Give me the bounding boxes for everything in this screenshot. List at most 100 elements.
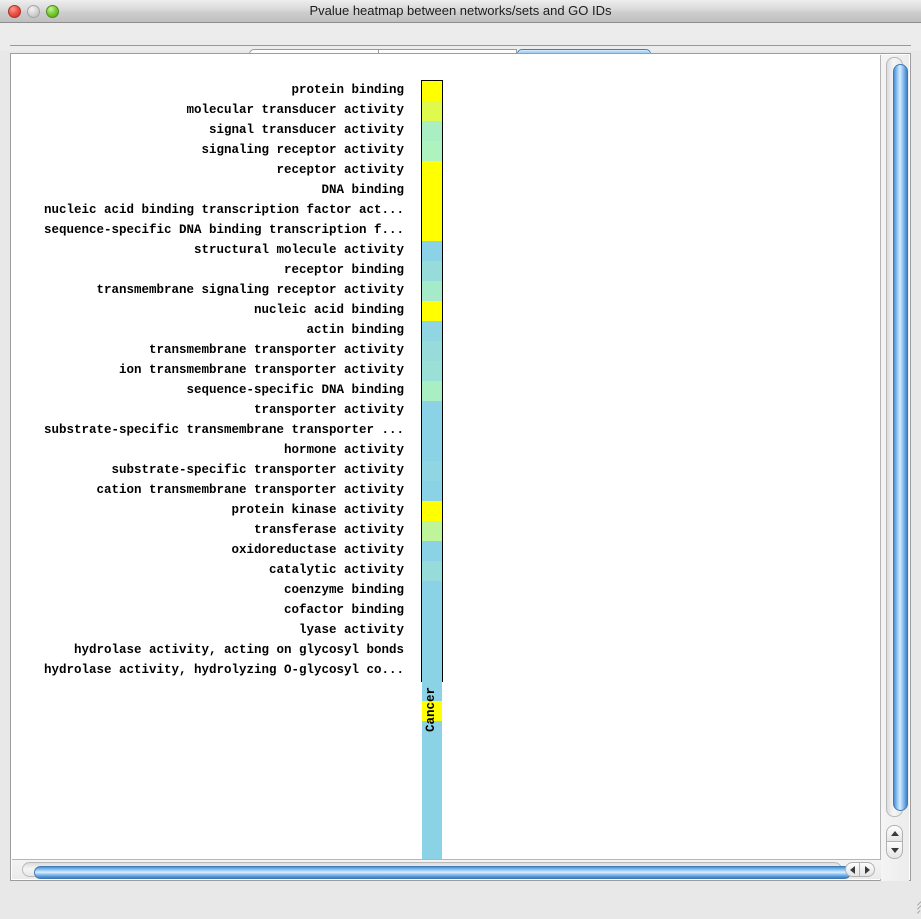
row-label: hormone activity [283, 443, 404, 457]
row-label: transferase activity [253, 523, 404, 537]
resize-grip[interactable] [904, 897, 921, 918]
vertical-scrollbar-thumb[interactable] [893, 64, 908, 811]
row-label: protein binding [291, 83, 404, 97]
heatmap-row [422, 141, 442, 601]
heatmap-cell[interactable] [422, 141, 442, 161]
heatmap-cell[interactable] [422, 241, 442, 261]
heatmap-cell[interactable] [422, 301, 442, 321]
tab-separator-line [10, 45, 911, 46]
heatmap-cell[interactable] [422, 501, 442, 521]
heatmap-cell[interactable] [422, 481, 442, 501]
scroll-down-button[interactable] [886, 842, 903, 859]
row-label: sequence-specific DNA binding [186, 383, 404, 397]
heatmap-row [422, 321, 442, 781]
heatmap-cell[interactable] [422, 181, 442, 201]
heatmap-cell[interactable] [422, 561, 442, 581]
row-label: protein kinase activity [231, 503, 404, 517]
heatmap-cell[interactable] [422, 601, 442, 621]
column-label-text: Cancer [424, 687, 438, 733]
heatmap-cell[interactable] [422, 101, 442, 121]
heatmap-row [422, 581, 442, 860]
heatmap-cell[interactable] [422, 581, 442, 601]
heatmap-row [422, 381, 442, 841]
row-label: transmembrane transporter activity [148, 343, 404, 357]
heatmap-cell[interactable] [422, 161, 442, 181]
row-label: sequence-specific DNA binding transcript… [43, 223, 404, 237]
heatmap-row [422, 301, 442, 761]
heatmap-row [422, 561, 442, 860]
heatmap-cell[interactable] [422, 781, 442, 801]
row-label: catalytic activity [268, 563, 404, 577]
minimize-button[interactable] [27, 5, 40, 18]
title-bar: Pvalue heatmap between networks/sets and… [0, 0, 921, 23]
heatmap-row [422, 181, 442, 641]
scroll-right-button[interactable] [860, 862, 875, 877]
row-label: hydrolase activity, acting on glycosyl b… [73, 643, 404, 657]
row-label: molecular transducer activity [186, 103, 404, 117]
heatmap-cell[interactable] [422, 421, 442, 441]
heatmap-cell[interactable] [422, 821, 442, 841]
heatmap-cell[interactable] [422, 81, 442, 101]
chevron-down-icon [890, 847, 899, 853]
heatmap-cell[interactable] [422, 701, 442, 721]
row-label: hydrolase activity, hydrolyzing O-glycos… [43, 663, 404, 677]
heatmap-cell[interactable] [422, 281, 442, 301]
heatmap-row [422, 481, 442, 860]
heatmap-cell[interactable] [422, 541, 442, 561]
row-label: nucleic acid binding transcription facto… [43, 203, 404, 217]
row-label: coenzyme binding [283, 583, 404, 597]
chevron-right-icon [864, 865, 870, 874]
zoom-button[interactable] [46, 5, 59, 18]
horizontal-scrollbar-track[interactable] [22, 862, 851, 879]
chevron-up-icon [890, 831, 899, 836]
window-title: Pvalue heatmap between networks/sets and… [309, 3, 612, 18]
row-label: cation transmembrane transporter activit… [96, 483, 404, 497]
row-label: nucleic acid binding [253, 303, 404, 317]
heatmap-row [422, 441, 442, 860]
heatmap-row [422, 281, 442, 741]
heatmap-cell[interactable] [422, 681, 442, 701]
row-label: substrate-specific transporter activity [111, 463, 404, 477]
heatmap-row [422, 241, 442, 701]
heatmap-cell[interactable] [422, 841, 442, 860]
scroll-up-button[interactable] [886, 825, 903, 842]
row-label: signaling receptor activity [201, 143, 404, 157]
heatmap-cell[interactable] [422, 621, 442, 641]
vertical-scrollbar[interactable] [880, 55, 909, 881]
heatmap-cell[interactable] [422, 741, 442, 761]
heatmap-cell[interactable] [422, 641, 442, 661]
heatmap-cell[interactable] [422, 761, 442, 781]
window-controls [8, 5, 59, 18]
heatmap-cell[interactable] [422, 461, 442, 481]
heatmap-cell[interactable] [422, 381, 442, 401]
row-label: cofactor binding [283, 603, 404, 617]
row-label-column: protein binding molecular transducer acti… [12, 80, 412, 680]
vertical-scrollbar-track[interactable] [886, 57, 908, 817]
heatmap-row [422, 541, 442, 860]
heatmap-cell[interactable] [422, 341, 442, 361]
heatmap-cell[interactable] [422, 801, 442, 821]
row-label: DNA binding [321, 183, 404, 197]
scroll-left-button[interactable] [845, 862, 860, 877]
heatmap-grid[interactable] [421, 80, 443, 860]
heatmap-cell[interactable] [422, 721, 442, 741]
heatmap-cell[interactable] [422, 521, 442, 541]
heatmap-cell[interactable] [422, 661, 442, 681]
heatmap-cell[interactable] [422, 221, 442, 241]
heatmap-row [422, 501, 442, 860]
heatmap-cell[interactable] [422, 201, 442, 221]
heatmap-cell[interactable] [422, 441, 442, 461]
heatmap-cell[interactable] [422, 401, 442, 421]
heatmap-row [422, 361, 442, 821]
horizontal-scrollbar-thumb[interactable] [34, 866, 851, 879]
row-label: structural molecule activity [193, 243, 404, 257]
horizontal-scrollbar[interactable] [12, 859, 881, 879]
heatmap-cell[interactable] [422, 261, 442, 281]
close-button[interactable] [8, 5, 21, 18]
row-label: transporter activity [253, 403, 404, 417]
heatmap-cell[interactable] [422, 361, 442, 381]
heatmap-cell[interactable] [422, 121, 442, 141]
heatmap-canvas: protein binding molecular transducer acti… [12, 55, 881, 860]
heatmap-cell[interactable] [422, 321, 442, 341]
heatmap-row [422, 401, 442, 860]
